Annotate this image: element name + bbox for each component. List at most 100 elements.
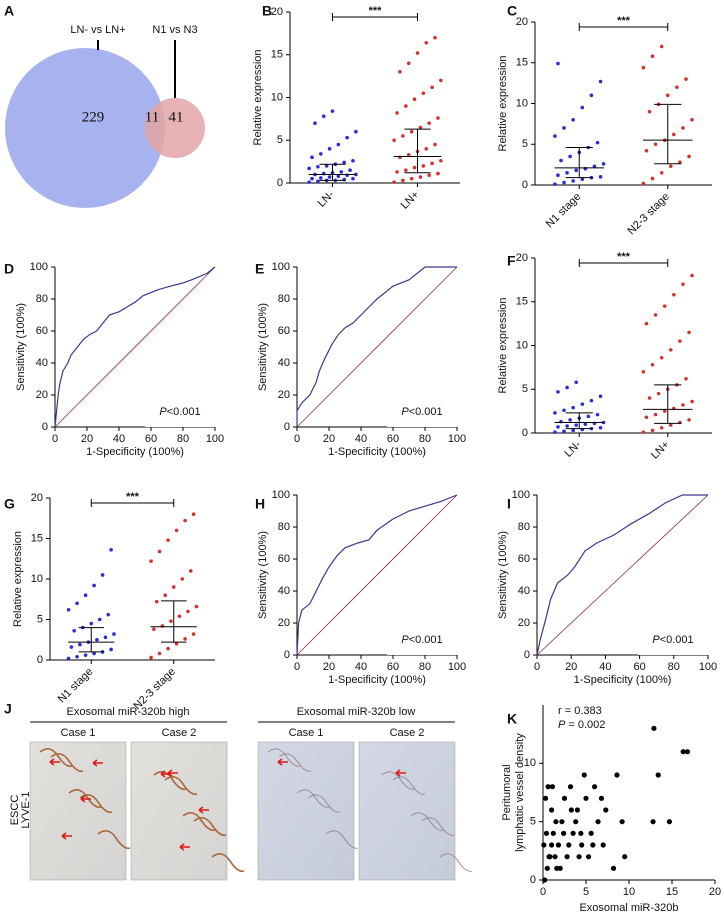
data-point bbox=[641, 430, 646, 434]
data-point bbox=[418, 125, 423, 130]
x-tick-label: 0 bbox=[534, 661, 540, 673]
data-point bbox=[553, 134, 557, 138]
y-tick-label: 15 bbox=[516, 57, 528, 69]
data-point bbox=[183, 518, 187, 523]
arrow bbox=[49, 758, 60, 766]
y-axis-label: Sensitivity (100%) bbox=[497, 531, 509, 619]
data-point bbox=[592, 164, 597, 169]
data-point bbox=[571, 405, 575, 410]
data-point bbox=[578, 830, 584, 836]
vessel bbox=[193, 817, 227, 837]
x-axis-label: 1-Specificity (100%) bbox=[574, 674, 672, 686]
p-value: P<0.001 bbox=[401, 406, 442, 418]
data-point bbox=[574, 380, 579, 385]
y-tick-label: 0 bbox=[522, 179, 528, 191]
roc-curve bbox=[296, 494, 458, 656]
significance: *** bbox=[617, 251, 631, 263]
data-point bbox=[163, 593, 168, 597]
x-tick-label: LN- bbox=[562, 438, 583, 459]
data-point bbox=[651, 725, 657, 731]
reference-line bbox=[536, 494, 709, 656]
x-tick-label: 60 bbox=[633, 661, 645, 673]
data-point bbox=[183, 637, 187, 641]
x-tick-label: 5 bbox=[583, 886, 589, 898]
vessel bbox=[278, 753, 312, 772]
y-axis-label: Relative expression bbox=[252, 50, 264, 146]
data-point bbox=[571, 118, 575, 122]
vessel bbox=[97, 830, 131, 850]
data-point bbox=[319, 152, 323, 156]
x-tick-label: 40 bbox=[355, 661, 367, 673]
data-point bbox=[544, 865, 550, 871]
vessel bbox=[153, 771, 187, 791]
data-point bbox=[650, 428, 655, 433]
data-point bbox=[595, 140, 600, 145]
data-point bbox=[656, 391, 661, 396]
data-point bbox=[550, 830, 556, 836]
data-point bbox=[188, 569, 193, 573]
data-point bbox=[565, 385, 569, 390]
data-point bbox=[668, 348, 673, 352]
vessel bbox=[410, 812, 444, 831]
data-point bbox=[610, 865, 617, 871]
data-point bbox=[641, 65, 646, 70]
row-label: LYVE-1 bbox=[20, 791, 32, 828]
data-point bbox=[668, 164, 673, 169]
data-point bbox=[562, 126, 566, 130]
x-tick-label: N2-3 stage bbox=[625, 191, 672, 238]
y-axis-label: Sensitivity (100%) bbox=[257, 531, 269, 619]
data-point bbox=[549, 784, 556, 790]
data-point bbox=[78, 642, 82, 647]
data-point bbox=[103, 635, 108, 640]
data-point bbox=[647, 396, 652, 400]
data-point bbox=[406, 61, 411, 66]
data-point bbox=[174, 642, 179, 646]
data-point bbox=[565, 424, 569, 428]
data-point bbox=[330, 109, 335, 113]
data-point bbox=[100, 573, 105, 577]
data-point bbox=[549, 807, 555, 813]
data-point bbox=[75, 601, 79, 606]
data-point bbox=[307, 166, 311, 171]
x-tick-label: 0 bbox=[540, 886, 546, 898]
panel-label: F bbox=[507, 253, 516, 269]
data-point bbox=[169, 619, 173, 623]
data-point bbox=[436, 116, 440, 120]
data-point bbox=[568, 418, 572, 422]
data-point bbox=[395, 111, 399, 115]
panel-label: D bbox=[4, 261, 14, 277]
vessel bbox=[439, 853, 473, 872]
data-point bbox=[601, 162, 606, 166]
x-tick-label: 100 bbox=[699, 661, 717, 673]
set-label: N1 vs N3 bbox=[152, 24, 197, 36]
data-point bbox=[342, 160, 346, 165]
data-point bbox=[553, 430, 557, 434]
y-tick-label: 100 bbox=[272, 261, 290, 273]
data-point bbox=[92, 651, 96, 656]
vessel bbox=[164, 776, 198, 796]
p-label: P bbox=[401, 634, 409, 646]
y-tick-label: 60 bbox=[278, 553, 290, 565]
data-point bbox=[687, 330, 691, 335]
data-point bbox=[590, 842, 596, 848]
data-point bbox=[672, 292, 676, 297]
significance: *** bbox=[617, 15, 631, 27]
panel-label: H bbox=[255, 496, 265, 512]
data-point bbox=[177, 614, 182, 619]
data-point bbox=[650, 54, 655, 59]
data-point bbox=[619, 819, 625, 825]
data-point bbox=[603, 807, 609, 813]
data-point bbox=[186, 609, 190, 614]
p-number: <0.001 bbox=[167, 406, 201, 418]
x-tick-label: 60 bbox=[387, 661, 399, 673]
data-point bbox=[409, 129, 414, 134]
data-point bbox=[174, 528, 179, 533]
data-point bbox=[109, 647, 113, 652]
arrow bbox=[277, 758, 288, 766]
p-label: P bbox=[652, 634, 660, 646]
y-tick-label: 15 bbox=[271, 49, 283, 61]
data-point bbox=[412, 165, 417, 170]
y-axis-label: Peritumoral bbox=[501, 764, 513, 820]
data-point bbox=[555, 842, 562, 848]
